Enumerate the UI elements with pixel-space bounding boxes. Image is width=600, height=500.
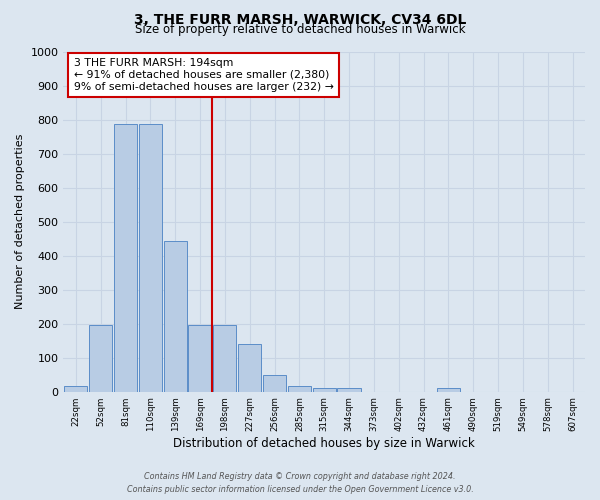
Bar — [89, 325, 112, 392]
Text: 3 THE FURR MARSH: 194sqm
← 91% of detached houses are smaller (2,380)
9% of semi: 3 THE FURR MARSH: 194sqm ← 91% of detach… — [74, 58, 334, 92]
Bar — [164, 241, 187, 392]
Y-axis label: Number of detached properties: Number of detached properties — [15, 134, 25, 310]
Bar — [214, 324, 236, 392]
Bar — [337, 388, 361, 392]
Bar — [313, 388, 336, 392]
Bar — [263, 376, 286, 392]
Text: 3, THE FURR MARSH, WARWICK, CV34 6DL: 3, THE FURR MARSH, WARWICK, CV34 6DL — [134, 12, 466, 26]
Bar — [238, 344, 261, 392]
Text: Contains HM Land Registry data © Crown copyright and database right 2024.
Contai: Contains HM Land Registry data © Crown c… — [127, 472, 473, 494]
Bar — [437, 388, 460, 392]
Bar — [288, 386, 311, 392]
Bar — [64, 386, 88, 392]
Bar — [139, 124, 162, 392]
Bar — [114, 124, 137, 392]
Bar — [188, 324, 212, 392]
Text: Size of property relative to detached houses in Warwick: Size of property relative to detached ho… — [135, 22, 465, 36]
X-axis label: Distribution of detached houses by size in Warwick: Distribution of detached houses by size … — [173, 437, 475, 450]
